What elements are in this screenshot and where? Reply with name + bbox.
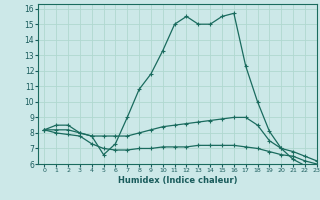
X-axis label: Humidex (Indice chaleur): Humidex (Indice chaleur)	[118, 176, 237, 185]
